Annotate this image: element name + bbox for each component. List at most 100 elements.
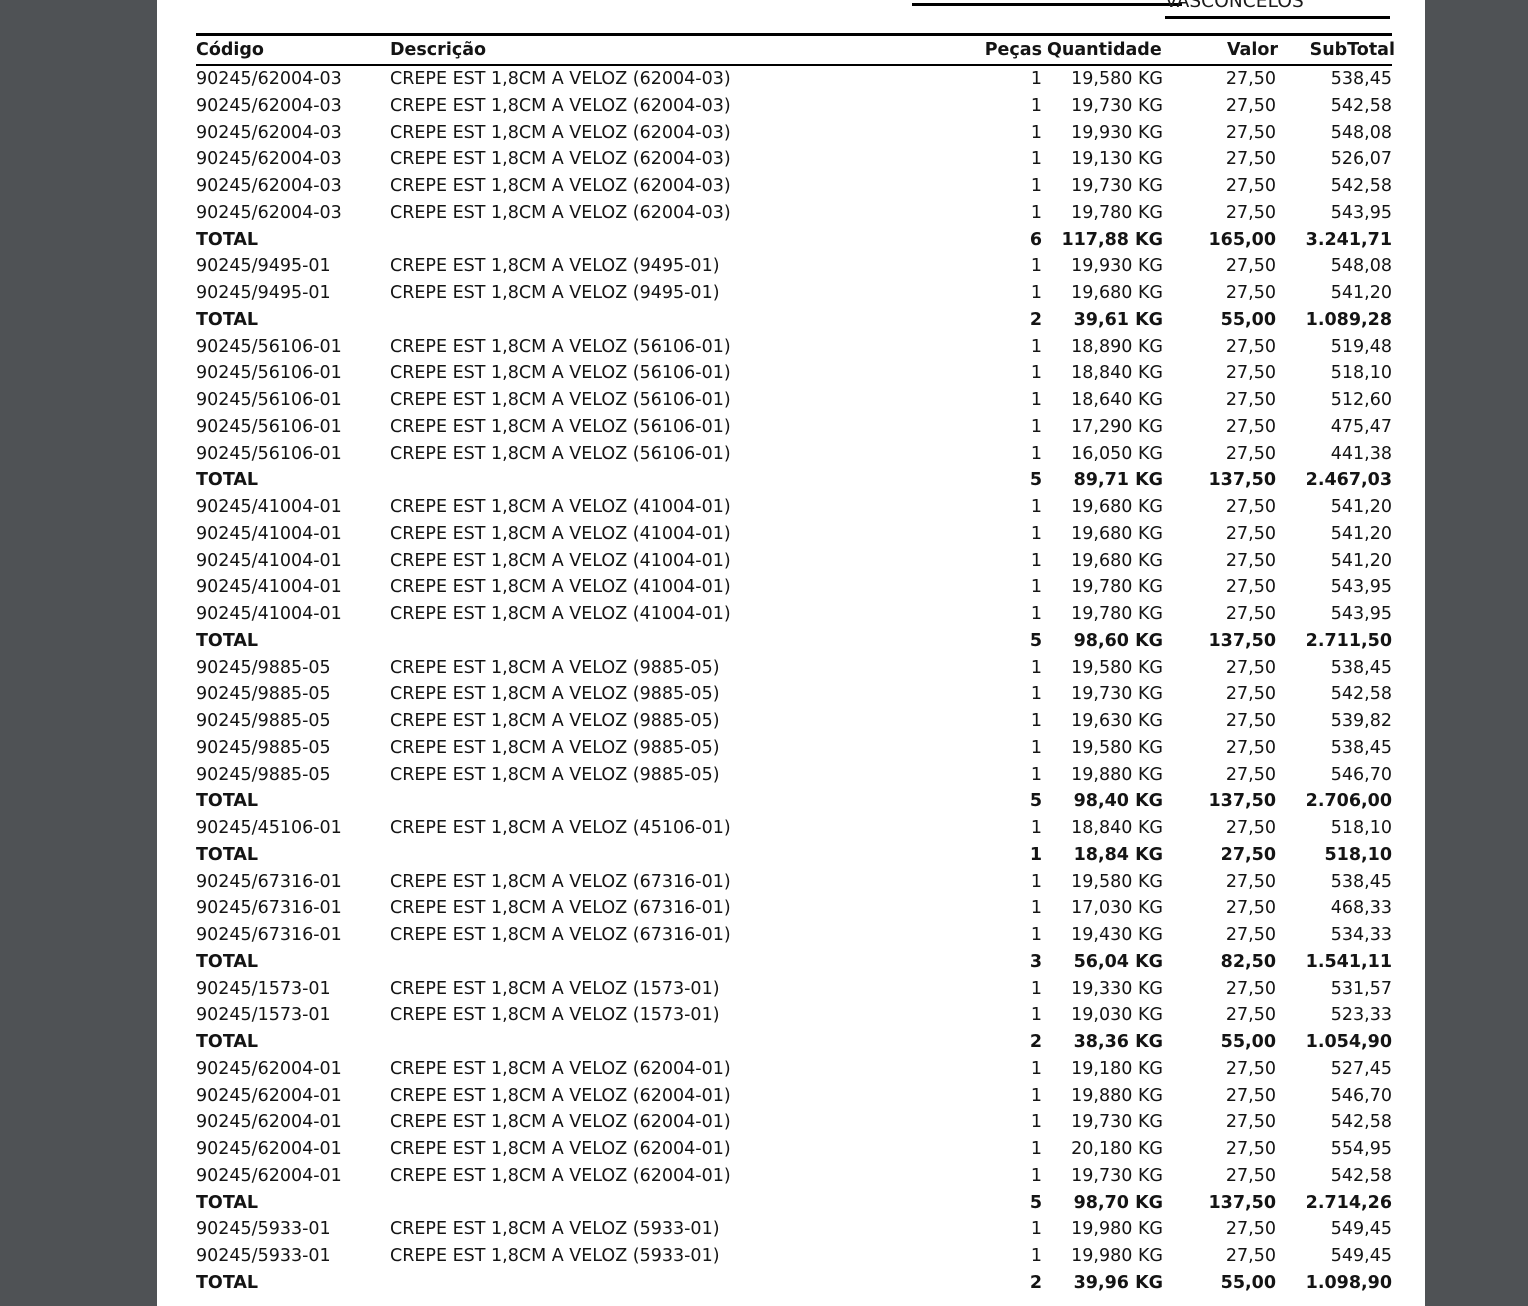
cell-descricao: CREPE EST 1,8CM A VELOZ (56106-01) [390, 443, 731, 464]
table-total-row: TOTAL 6 117,88 KG 165,00 3.241,71 [196, 230, 1392, 257]
cell-quantidade: 19,680 KG [1071, 283, 1163, 303]
cell-codigo: TOTAL [196, 1192, 259, 1213]
cell-codigo: 90245/62004-01 [196, 1165, 342, 1186]
cell-quantidade: 19,780 KG [1071, 202, 1163, 223]
cell-quantidade: 38,36 KG [1073, 1032, 1163, 1052]
cell-quantidade: 17,290 KG [1071, 416, 1163, 437]
cell-valor: 27,50 [1225, 1219, 1276, 1240]
cell-codigo: 90245/62004-03 [196, 202, 342, 223]
cell-pecas: 1 [1030, 363, 1042, 384]
cell-valor: 27,50 [1225, 1085, 1276, 1106]
cell-subtotal: 548,08 [1330, 122, 1392, 143]
cell-subtotal: 518,10 [1330, 818, 1392, 838]
cell-codigo: TOTAL [196, 951, 259, 972]
cell-descricao: CREPE EST 1,8CM A VELOZ (1573-01) [390, 978, 720, 999]
cell-subtotal: 518,10 [1330, 363, 1392, 384]
table-body: 90245/62004-03 CREPE EST 1,8CM A VELOZ (6… [196, 69, 1392, 1300]
cell-subtotal: 538,45 [1330, 871, 1392, 892]
header-rule-left [912, 3, 1182, 6]
cell-codigo: 90245/67316-01 [196, 925, 342, 945]
cell-codigo: 90245/62004-03 [196, 122, 342, 143]
cell-quantidade: 56,04 KG [1073, 951, 1163, 972]
cell-quantidade: 19,330 KG [1071, 978, 1163, 999]
table-total-row: TOTAL 5 98,60 KG 137,50 2.711,50 [196, 631, 1392, 658]
cell-subtotal: 554,95 [1330, 1139, 1392, 1159]
cell-valor: 27,50 [1225, 95, 1276, 116]
cell-subtotal: 548,08 [1330, 256, 1392, 277]
cell-codigo: 90245/9495-01 [196, 283, 331, 303]
cell-subtotal: 1.541,11 [1305, 951, 1392, 972]
table-total-row: TOTAL 2 39,96 KG 55,00 1.098,90 [196, 1273, 1392, 1300]
cell-quantidade: 117,88 KG [1061, 229, 1163, 250]
cell-codigo: 90245/9885-05 [196, 657, 331, 678]
cell-codigo: 90245/56106-01 [196, 443, 342, 464]
cell-valor: 137,50 [1208, 630, 1276, 651]
table-row: 90245/45106-01 CREPE EST 1,8CM A VELOZ (4… [196, 818, 1392, 845]
table-row: 90245/62004-01 CREPE EST 1,8CM A VELOZ (6… [196, 1112, 1392, 1139]
cell-descricao: CREPE EST 1,8CM A VELOZ (5933-01) [390, 1219, 720, 1240]
cell-valor: 27,50 [1225, 1005, 1276, 1026]
cell-descricao: CREPE EST 1,8CM A VELOZ (62004-03) [390, 122, 731, 143]
cell-codigo: 90245/5933-01 [196, 1246, 331, 1266]
table-header-rule [196, 63, 1392, 66]
cell-pecas: 2 [1029, 1272, 1042, 1293]
cell-codigo: 90245/67316-01 [196, 871, 342, 892]
cell-valor: 55,00 [1220, 309, 1276, 330]
cell-codigo: 90245/62004-03 [196, 95, 342, 116]
cell-codigo: 90245/62004-01 [196, 1139, 342, 1159]
cell-subtotal: 546,70 [1330, 764, 1392, 785]
cell-quantidade: 18,890 KG [1071, 336, 1163, 357]
cell-pecas: 1 [1030, 550, 1042, 571]
cell-subtotal: 549,45 [1330, 1246, 1392, 1266]
cell-valor: 27,50 [1225, 363, 1276, 384]
cell-codigo: 90245/62004-03 [196, 69, 342, 89]
cell-valor: 82,50 [1220, 951, 1276, 972]
cell-subtotal: 1.054,90 [1305, 1032, 1392, 1052]
cell-subtotal: 541,20 [1330, 523, 1392, 544]
cell-valor: 27,50 [1225, 176, 1276, 196]
table-row: 90245/9885-05 CREPE EST 1,8CM A VELOZ (98… [196, 765, 1392, 792]
cell-valor: 27,50 [1225, 898, 1276, 919]
cell-quantidade: 98,70 KG [1073, 1192, 1163, 1213]
cell-pecas: 1 [1030, 1219, 1042, 1240]
cell-pecas: 3 [1029, 951, 1042, 972]
cell-quantidade: 19,880 KG [1071, 764, 1163, 785]
table-row: 90245/9885-05 CREPE EST 1,8CM A VELOZ (98… [196, 711, 1392, 738]
cell-pecas: 1 [1030, 925, 1042, 945]
cell-valor: 55,00 [1220, 1032, 1276, 1052]
cell-pecas: 1 [1030, 95, 1042, 116]
cell-quantidade: 19,730 KG [1071, 95, 1163, 116]
cell-subtotal: 541,20 [1330, 283, 1392, 303]
cell-subtotal: 539,82 [1330, 711, 1392, 731]
cell-quantidade: 19,730 KG [1071, 1165, 1163, 1186]
cell-codigo: 90245/9885-05 [196, 711, 331, 731]
cell-pecas: 1 [1030, 1085, 1042, 1106]
table-row: 90245/1573-01 CREPE EST 1,8CM A VELOZ (15… [196, 979, 1392, 1006]
table-row: 90245/9885-05 CREPE EST 1,8CM A VELOZ (98… [196, 738, 1392, 765]
cell-valor: 27,50 [1225, 764, 1276, 785]
cell-valor: 165,00 [1208, 229, 1276, 250]
cell-quantidade: 19,680 KG [1071, 497, 1163, 517]
table-total-row: TOTAL 1 18,84 KG 27,50 518,10 [196, 845, 1392, 872]
cell-valor: 27,50 [1225, 443, 1276, 464]
cell-valor: 27,50 [1225, 149, 1276, 170]
cell-quantidade: 19,130 KG [1071, 149, 1163, 170]
cell-pecas: 2 [1029, 1032, 1042, 1052]
cell-descricao: CREPE EST 1,8CM A VELOZ (41004-01) [390, 497, 731, 517]
table-header-row: Código Descrição Peças Quantidade Valor … [196, 36, 1395, 64]
cell-pecas: 1 [1030, 684, 1042, 705]
cell-pecas: 1 [1030, 764, 1042, 785]
cell-valor: 27,50 [1225, 550, 1276, 571]
cell-codigo: 90245/56106-01 [196, 336, 342, 357]
cell-descricao: CREPE EST 1,8CM A VELOZ (62004-01) [390, 1165, 731, 1186]
cell-descricao: CREPE EST 1,8CM A VELOZ (67316-01) [390, 898, 731, 919]
cell-quantidade: 39,61 KG [1073, 309, 1163, 330]
cell-valor: 27,50 [1225, 416, 1276, 437]
cell-valor: 27,50 [1225, 497, 1276, 517]
cell-codigo: 90245/9885-05 [196, 737, 331, 758]
cell-subtotal: 538,45 [1330, 737, 1392, 758]
cell-descricao: CREPE EST 1,8CM A VELOZ (62004-03) [390, 202, 731, 223]
cell-valor: 55,00 [1220, 1272, 1276, 1293]
cell-pecas: 1 [1030, 978, 1042, 999]
